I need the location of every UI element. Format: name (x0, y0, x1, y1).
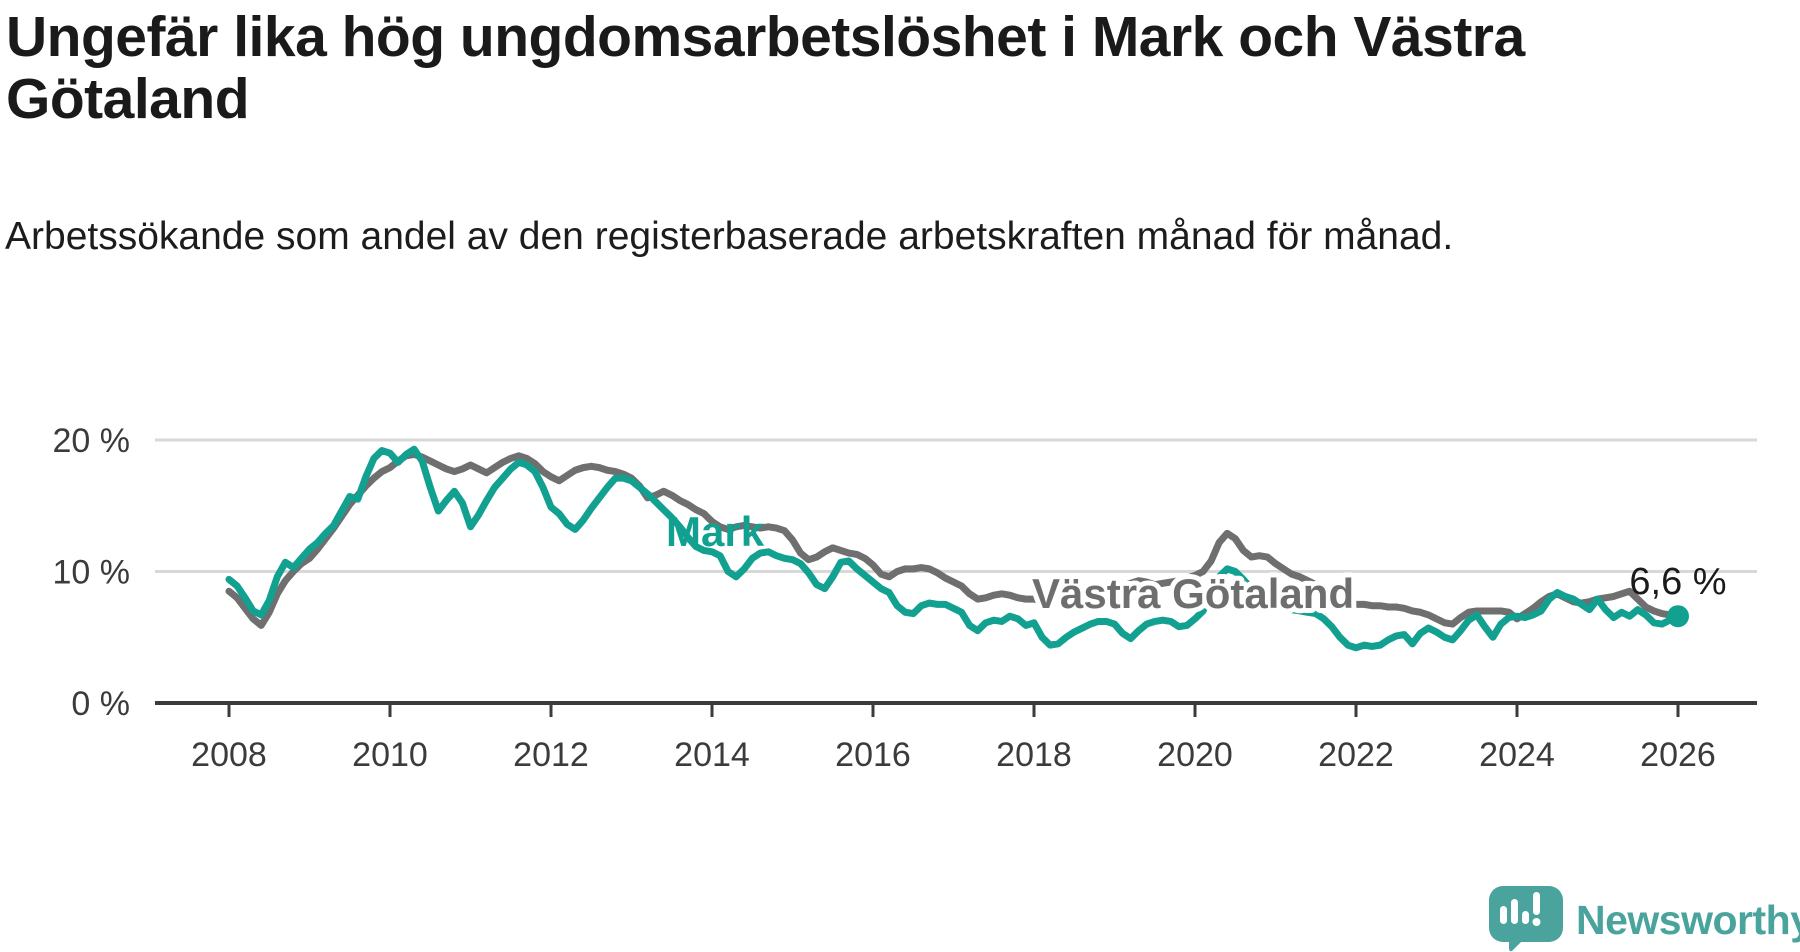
series-annotations: Mark Västra Götaland 6,6 % (666, 508, 1727, 628)
series-line-mark (225, 445, 1682, 652)
series-lines (225, 445, 1682, 652)
x-axis: 2008 2010 2012 2014 2016 2018 2020 2022 2024 2026 (155, 701, 1757, 774)
series-label-mark: Mark (666, 508, 765, 555)
series-line-västra-götaland (225, 450, 1682, 629)
end-value-label: 6,6 % (1629, 561, 1726, 603)
y-tick-label-20: 20 % (53, 422, 131, 460)
logo-bar-2 (1511, 899, 1518, 924)
logo-exclamation-bar (1533, 892, 1540, 915)
x-tick-label-2020: 2020 (1157, 736, 1233, 774)
logo-bar-3 (1522, 911, 1529, 924)
x-tick-label-2010: 2010 (352, 736, 428, 774)
x-tick-label-2014: 2014 (674, 736, 750, 774)
logo-bar-1 (1500, 906, 1507, 924)
brand-name: Newsworthy (1576, 897, 1800, 943)
x-tick-label-2016: 2016 (835, 736, 911, 774)
series-label-västra-götaland: Västra Götaland (1032, 570, 1354, 617)
logo-exclamation-dot (1532, 918, 1541, 926)
x-tick-label-2024: 2024 (1479, 736, 1555, 774)
chart-subtitle: Arbetssökande som andel av den registerb… (5, 215, 1454, 258)
y-axis-labels: 0 % 10 % 20 % (53, 422, 131, 723)
x-tick-label-2008: 2008 (191, 736, 267, 774)
end-point-dot (1667, 605, 1689, 628)
chart-title: Ungefär lika hög ungdomsarbetslöshet i M… (6, 5, 1525, 131)
y-tick-label-0: 0 % (71, 685, 130, 723)
y-tick-label-10: 10 % (53, 554, 131, 592)
x-tick-label-2026: 2026 (1640, 736, 1716, 774)
gridlines (155, 438, 1757, 573)
x-tick-label-2022: 2022 (1318, 736, 1394, 774)
newsworthy-logo-icon (1489, 886, 1563, 952)
x-tick-label-2018: 2018 (996, 736, 1072, 774)
x-tick-label-2012: 2012 (513, 736, 589, 774)
